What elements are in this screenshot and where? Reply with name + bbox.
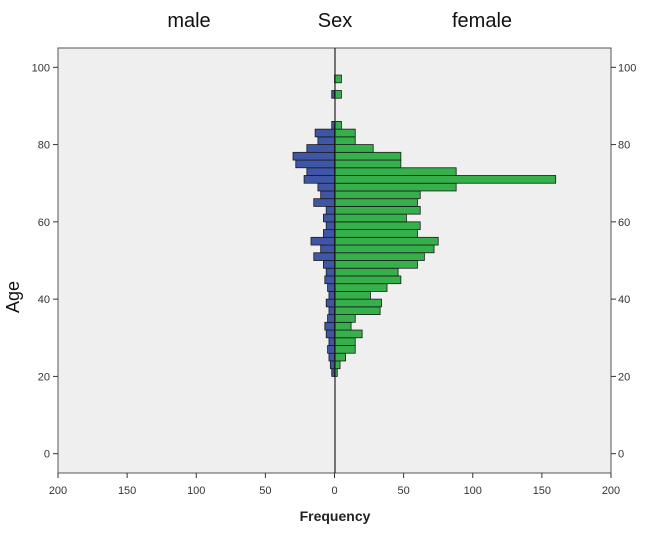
male-bar-42 [327, 283, 335, 292]
female-bar-56 [334, 229, 418, 238]
x-tick-label: 50 [259, 485, 271, 497]
male-bar-76 [292, 151, 335, 161]
male-bar-80 [317, 136, 335, 145]
female-bar-34 [334, 314, 356, 323]
y-tick-label-left: 40 [38, 294, 50, 306]
y-tick-label-right: 20 [618, 371, 630, 383]
female-bar-72 [334, 167, 457, 176]
male-bar-84 [331, 121, 335, 130]
male-bar-24 [328, 352, 335, 362]
female-bar-74 [334, 159, 402, 169]
male-bar-70 [303, 175, 335, 184]
female-bar-68 [334, 182, 457, 192]
male-bar-40 [328, 291, 335, 300]
y-axis-title: Age [3, 281, 23, 313]
female-bar-40 [334, 291, 371, 300]
x-tick-label: 100 [187, 485, 205, 497]
male-bar-52 [320, 244, 335, 254]
male-bar-66 [320, 190, 335, 200]
male-bar-46 [325, 267, 335, 277]
y-tick-label-left: 100 [32, 62, 50, 74]
male-bar-30 [325, 329, 335, 339]
female-bar-42 [334, 283, 388, 292]
y-tick-label-left: 80 [38, 140, 50, 152]
female-bar-28 [334, 337, 356, 346]
ticks-layer: 200 150 100 50 0 50 100 150 200 0 0 20 20 40 40 60 60 80 8… [32, 62, 637, 497]
male-bar-82 [314, 128, 335, 138]
female-bar-46 [334, 267, 399, 277]
female-bar-30 [334, 329, 363, 339]
female-bar-60 [334, 213, 407, 223]
x-tick-label: 200 [602, 485, 620, 497]
x-axis-title: Frequency [300, 508, 371, 524]
male-bar-74 [295, 159, 335, 169]
x-tick-label: 50 [398, 485, 410, 497]
group-title: Sex [318, 10, 352, 32]
x-tick-label: 200 [49, 485, 67, 497]
male-bar-20 [331, 368, 335, 377]
female-bar-82 [334, 128, 356, 138]
female-bar-48 [334, 260, 418, 269]
y-tick-label-left: 60 [38, 217, 50, 229]
male-bar-56 [323, 229, 335, 238]
male-bar-38 [325, 298, 335, 308]
female-bar-66 [334, 190, 421, 200]
y-tick-label-right: 40 [618, 294, 630, 306]
legend-female-label: female [452, 10, 512, 32]
y-tick-label-left: 20 [38, 371, 50, 383]
male-bar-58 [325, 221, 335, 230]
male-bar-64 [313, 198, 335, 207]
male-bar-26 [327, 345, 335, 354]
male-bar-28 [328, 337, 335, 346]
male-bar-44 [324, 275, 335, 285]
y-tick-label-right: 0 [618, 449, 624, 461]
female-bar-64 [334, 198, 418, 207]
female-bar-80 [334, 136, 356, 145]
female-bar-78 [334, 144, 374, 153]
male-bar-22 [329, 360, 335, 370]
male-bar-72 [306, 167, 335, 176]
female-bar-76 [334, 151, 402, 161]
x-tick-label: 100 [464, 485, 482, 497]
male-bar-62 [325, 206, 335, 215]
y-tick-label-right: 80 [618, 140, 630, 152]
male-bar-34 [327, 314, 335, 323]
x-tick-label: 150 [118, 485, 136, 497]
x-tick-label: 150 [533, 485, 551, 497]
female-bar-36 [334, 306, 381, 315]
male-bar-60 [323, 213, 335, 223]
male-bar-50 [313, 252, 335, 261]
male-bar-36 [328, 306, 335, 315]
female-bar-62 [334, 206, 421, 215]
male-bar-78 [306, 144, 335, 153]
male-bar-54 [310, 236, 335, 246]
female-bar-54 [334, 236, 439, 246]
y-tick-label-right: 100 [618, 62, 636, 74]
female-bar-70 [334, 175, 557, 184]
female-bar-24 [334, 352, 346, 362]
x-tick-label: 0 [331, 485, 337, 497]
male-bar-68 [317, 182, 335, 192]
male-bar-32 [324, 321, 335, 331]
legend-male-label: male [167, 10, 210, 32]
y-tick-label-right: 60 [618, 217, 630, 229]
female-bar-32 [334, 321, 352, 331]
female-bar-26 [334, 345, 356, 354]
male-bar-48 [323, 260, 335, 269]
female-bar-58 [334, 221, 421, 230]
female-bar-50 [334, 252, 425, 261]
male-bar-92 [331, 90, 335, 99]
female-bar-44 [334, 275, 402, 285]
female-bar-52 [334, 244, 435, 254]
y-tick-label-left: 0 [44, 449, 50, 461]
female-bar-38 [334, 298, 382, 308]
